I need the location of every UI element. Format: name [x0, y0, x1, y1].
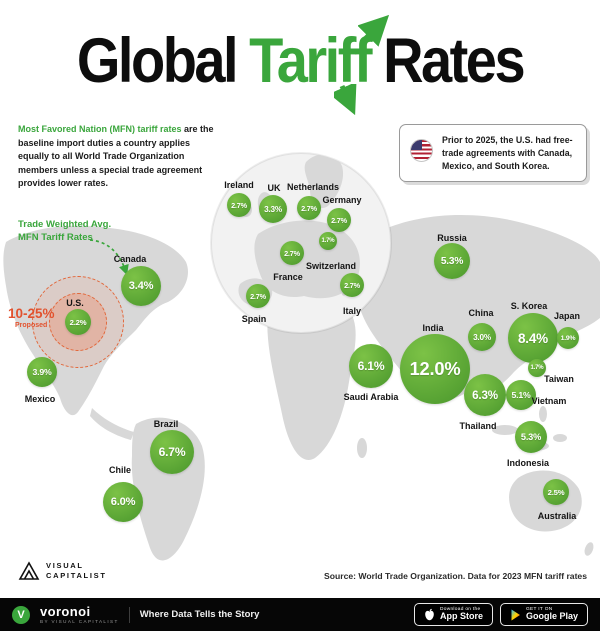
country-bubble-uk: 3.3%	[259, 195, 287, 223]
country-bubble-china: 3.0%	[468, 323, 496, 351]
google-play-line2: Google Play	[525, 611, 578, 622]
country-label-india: India	[422, 323, 444, 333]
us-callout-box: Prior to 2025, the U.S. had free-trade a…	[399, 124, 587, 183]
legend-line2: MFN Tariff Rates	[18, 231, 93, 243]
country-bubble-s-korea: 8.4%	[508, 313, 558, 363]
country-bubble-germany: 2.7%	[327, 208, 351, 232]
title-part1: Global	[76, 25, 250, 96]
continent-central-america	[90, 408, 134, 440]
vc-logo-line2: CAPITALIST	[46, 571, 107, 580]
us-flag-icon	[410, 139, 433, 162]
intro-lead: Most Favored Nation (MFN) tariff rates	[18, 124, 182, 134]
country-bubble-india: 12.0%	[400, 334, 470, 404]
voronoi-brand: voronoi	[40, 603, 91, 619]
island-philippines	[539, 406, 547, 422]
continent-africa	[267, 292, 356, 460]
google-play-line1: GET IT ON	[525, 606, 553, 612]
island-sumatra	[492, 425, 518, 435]
country-label-vietnam: Vietnam	[531, 396, 567, 406]
country-label-thailand: Thailand	[459, 421, 497, 431]
country-label-indonesia: Indonesia	[506, 458, 550, 468]
legend-label: Trade Weighted Avg. MFN Tariff Rates	[18, 219, 111, 245]
island-madagascar	[357, 438, 367, 458]
app-store-line2: App Store	[439, 611, 483, 622]
country-label-mexico: Mexico	[24, 394, 56, 404]
country-bubble-saudi-arabia: 6.1%	[349, 344, 393, 388]
voronoi-brand-sub: BY VISUAL CAPITALIST	[40, 618, 119, 624]
country-label-russia: Russia	[437, 233, 467, 243]
title-down-arrow-icon	[334, 84, 357, 116]
country-label-spain: Spain	[241, 314, 267, 324]
country-bubble-chile: 6.0%	[103, 482, 143, 522]
continent-australia	[509, 470, 582, 532]
country-label-chile: Chile	[108, 465, 132, 475]
country-label-japan: Japan	[553, 311, 581, 321]
country-bubble-russia: 5.3%	[434, 243, 470, 279]
country-label-italy: Italy	[342, 306, 362, 316]
title-part2: Rates	[370, 25, 526, 96]
country-label-saudi-arabia: Saudi Arabia	[343, 392, 399, 402]
country-bubble-thailand: 6.3%	[464, 374, 506, 416]
title-highlight: Tariff	[249, 25, 372, 96]
country-bubble-switzerland: 1.7%	[319, 232, 337, 250]
country-bubble-japan: 1.9%	[557, 327, 579, 349]
us-proposed-range: 10-25%	[8, 306, 55, 321]
country-label-france: France	[273, 272, 303, 282]
visual-capitalist-logo: VISUAL CAPITALIST	[18, 561, 107, 581]
country-label-canada: Canada	[113, 254, 147, 264]
island-newguinea	[553, 434, 567, 442]
country-bubble-taiwan: 1.7%	[528, 359, 546, 377]
country-bubble-netherlands: 2.7%	[297, 196, 321, 220]
app-store-line1: Download on the	[439, 606, 481, 612]
country-label-china: China	[468, 308, 494, 318]
page-title: Global Tariff Rates	[0, 24, 600, 97]
country-label-switzerland: Switzerland	[305, 261, 357, 271]
country-bubble-u-s: 2.2%	[65, 309, 91, 335]
intro-rest: are the baseline import duties a country…	[18, 124, 214, 188]
store-badges: Download on the App Store GET IT ON Goog…	[413, 603, 588, 626]
country-bubble-vietnam: 5.1%	[506, 380, 536, 410]
country-label-taiwan: Taiwan	[544, 374, 574, 384]
country-label-s-korea: S. Korea	[510, 301, 548, 311]
country-bubble-france: 2.7%	[280, 241, 304, 265]
country-bubble-ireland: 2.7%	[227, 193, 251, 217]
footer-bar: V voronoi BY VISUAL CAPITALIST Where Dat…	[0, 598, 600, 631]
title-up-arrow-icon	[358, 14, 390, 47]
source-text: Source: World Trade Organization. Data f…	[324, 571, 587, 581]
us-proposed-note: Proposed	[15, 322, 48, 329]
country-label-netherlands: Netherlands	[286, 182, 340, 192]
app-store-badge[interactable]: Download on the App Store	[413, 603, 493, 626]
footer-divider	[128, 606, 130, 623]
country-bubble-canada: 3.4%	[121, 266, 161, 306]
country-bubble-italy: 2.7%	[340, 273, 364, 297]
google-play-badge[interactable]: GET IT ON Google Play	[499, 603, 588, 626]
vc-triangle-icon	[18, 561, 40, 580]
country-label-germany: Germany	[322, 195, 362, 205]
country-bubble-brazil: 6.7%	[150, 430, 194, 474]
voronoi-logo-icon: V	[12, 605, 30, 624]
country-label-brazil: Brazil	[153, 419, 179, 429]
country-bubble-australia: 2.5%	[543, 479, 569, 505]
google-play-icon	[511, 609, 520, 620]
country-label-australia: Australia	[537, 511, 577, 521]
vc-logo-line1: VISUAL	[46, 561, 84, 571]
legend-line1: Trade Weighted Avg.	[18, 219, 112, 230]
country-bubble-indonesia: 5.3%	[515, 421, 547, 453]
country-label-u-s: U.S.	[66, 298, 84, 308]
callout-text: Prior to 2025, the U.S. had free-trade a…	[442, 135, 573, 171]
legend-arrow-icon	[89, 239, 129, 276]
country-label-uk: UK	[267, 183, 281, 193]
apple-icon	[425, 608, 434, 621]
island-new-zealand	[584, 542, 594, 556]
country-bubble-spain: 2.7%	[246, 284, 270, 308]
footer-tagline: Where Data Tells the Story	[139, 609, 260, 620]
intro-text: Most Favored Nation (MFN) tariff rates a…	[18, 123, 221, 191]
country-bubble-mexico: 3.9%	[27, 357, 57, 387]
country-label-ireland: Ireland	[224, 180, 254, 190]
